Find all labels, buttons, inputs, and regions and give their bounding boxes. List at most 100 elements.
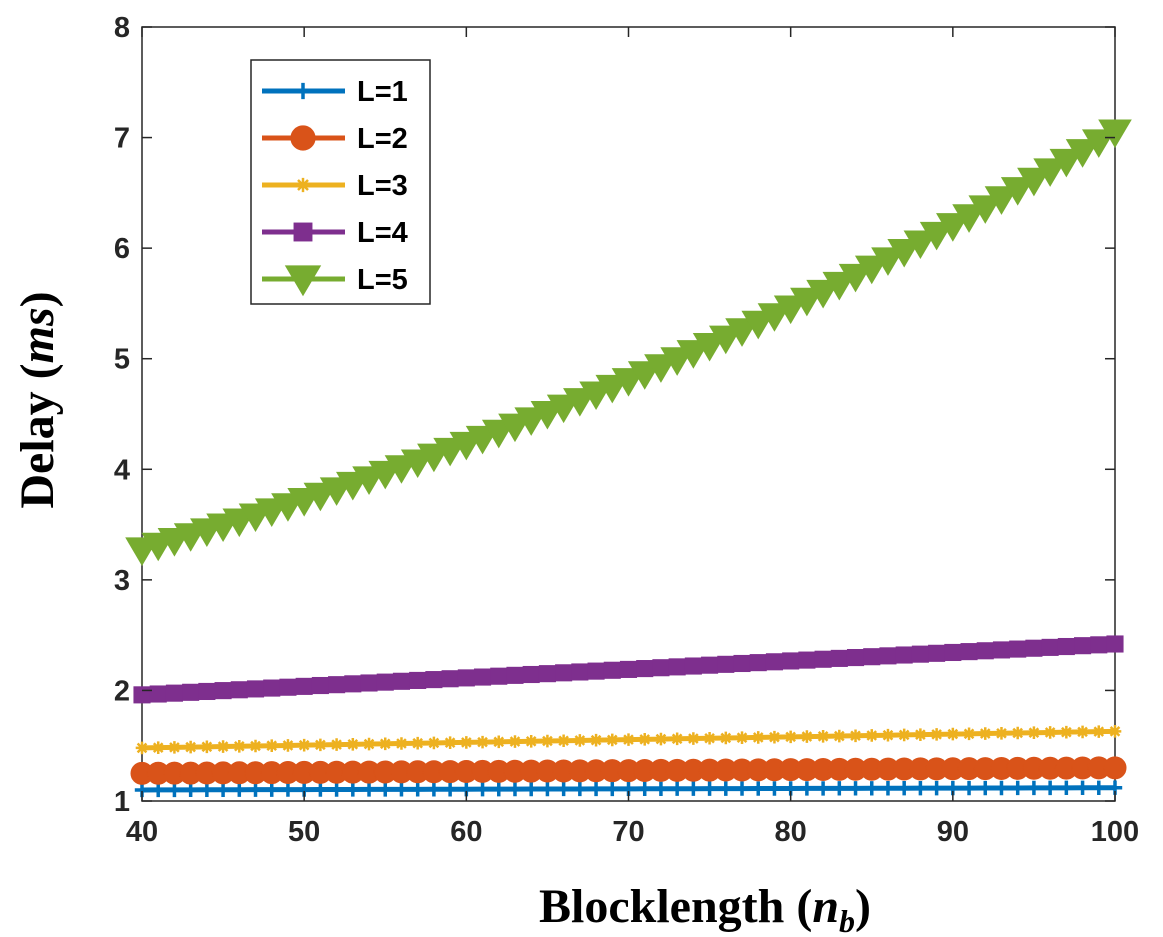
data-point bbox=[1043, 726, 1057, 739]
legend-label: L=4 bbox=[357, 217, 408, 249]
legend-marker bbox=[295, 177, 311, 193]
data-point bbox=[587, 662, 605, 680]
data-point bbox=[476, 735, 489, 749]
legend-item: L=3 bbox=[262, 170, 408, 202]
legend-marker bbox=[293, 222, 313, 242]
data-point bbox=[149, 685, 167, 703]
data-point bbox=[978, 780, 993, 796]
data-point bbox=[782, 652, 800, 670]
data-point bbox=[784, 730, 797, 744]
data-point bbox=[135, 741, 149, 755]
data-point bbox=[1060, 725, 1073, 739]
data-point bbox=[1075, 780, 1090, 796]
data-point bbox=[1009, 640, 1027, 658]
data-point bbox=[668, 658, 686, 676]
y-axis-title: Delay (ms) bbox=[11, 291, 64, 508]
data-point bbox=[734, 781, 750, 796]
data-point bbox=[703, 731, 716, 745]
data-point bbox=[913, 780, 928, 796]
data-point bbox=[767, 781, 782, 796]
data-point bbox=[768, 730, 781, 744]
data-point bbox=[944, 643, 962, 662]
y-tick-label: 7 bbox=[114, 123, 130, 155]
data-point bbox=[879, 647, 897, 665]
data-point bbox=[522, 665, 540, 684]
data-point bbox=[281, 739, 295, 752]
data-point bbox=[992, 641, 1011, 659]
data-point bbox=[914, 728, 927, 741]
data-point bbox=[165, 684, 183, 702]
data-point bbox=[1106, 635, 1124, 653]
data-point bbox=[508, 735, 522, 748]
data-point bbox=[1065, 139, 1100, 168]
data-point bbox=[540, 781, 555, 797]
data-point bbox=[378, 782, 393, 797]
data-point bbox=[880, 781, 896, 796]
data-point bbox=[441, 670, 459, 688]
data-point bbox=[346, 738, 360, 751]
legend-label: L=1 bbox=[357, 76, 408, 108]
x-tick-label: 90 bbox=[937, 816, 969, 848]
data-point bbox=[573, 734, 587, 747]
data-point bbox=[670, 732, 684, 746]
data-point bbox=[686, 781, 701, 796]
data-point bbox=[1108, 725, 1122, 738]
data-point bbox=[849, 729, 862, 743]
data-point bbox=[995, 726, 1008, 740]
data-point bbox=[151, 782, 166, 798]
data-point bbox=[344, 675, 362, 693]
data-point bbox=[443, 736, 457, 749]
data-point bbox=[541, 734, 554, 748]
data-point bbox=[652, 659, 670, 677]
data-point bbox=[230, 681, 248, 699]
data-point bbox=[345, 782, 361, 797]
data-point bbox=[442, 782, 458, 797]
data-point bbox=[524, 781, 539, 797]
data-point bbox=[249, 739, 262, 753]
legend-item: L=2 bbox=[262, 123, 408, 155]
data-point bbox=[833, 729, 846, 743]
data-point bbox=[765, 653, 783, 671]
data-point bbox=[263, 679, 281, 697]
data-point bbox=[815, 781, 831, 796]
data-point bbox=[638, 733, 652, 746]
data-point bbox=[1091, 780, 1106, 795]
legend-label: L=3 bbox=[357, 170, 408, 202]
data-point bbox=[151, 741, 165, 754]
data-point bbox=[410, 782, 425, 797]
data-point bbox=[460, 736, 473, 749]
data-point bbox=[1025, 639, 1043, 657]
data-point bbox=[936, 213, 970, 242]
data-point bbox=[475, 781, 490, 797]
data-point bbox=[1049, 148, 1084, 178]
data-point bbox=[361, 782, 377, 797]
data-point bbox=[622, 733, 635, 746]
data-point bbox=[751, 731, 765, 744]
data-point bbox=[1074, 637, 1092, 655]
data-point bbox=[929, 780, 944, 796]
data-point bbox=[881, 728, 895, 742]
data-point bbox=[474, 668, 492, 686]
data-point bbox=[232, 782, 247, 797]
y-tick-label: 3 bbox=[114, 565, 130, 597]
data-point bbox=[896, 781, 912, 796]
data-point bbox=[871, 247, 905, 276]
data-point bbox=[246, 680, 265, 698]
data-point bbox=[538, 665, 556, 683]
y-tick-label: 8 bbox=[114, 12, 130, 44]
data-point bbox=[265, 739, 279, 753]
data-point bbox=[425, 671, 443, 689]
series-L1 bbox=[134, 780, 1123, 798]
data-point bbox=[1059, 780, 1074, 796]
data-point bbox=[848, 781, 863, 796]
data-point bbox=[863, 648, 881, 666]
data-point bbox=[1027, 726, 1041, 740]
legend-marker bbox=[284, 265, 322, 297]
y-tick-label: 5 bbox=[114, 344, 130, 376]
data-point bbox=[360, 674, 378, 692]
data-point bbox=[507, 781, 523, 797]
data-point bbox=[687, 732, 700, 745]
legend-box bbox=[250, 59, 431, 305]
y-tick-label: 6 bbox=[114, 233, 130, 265]
legend-item: L=4 bbox=[262, 217, 408, 249]
